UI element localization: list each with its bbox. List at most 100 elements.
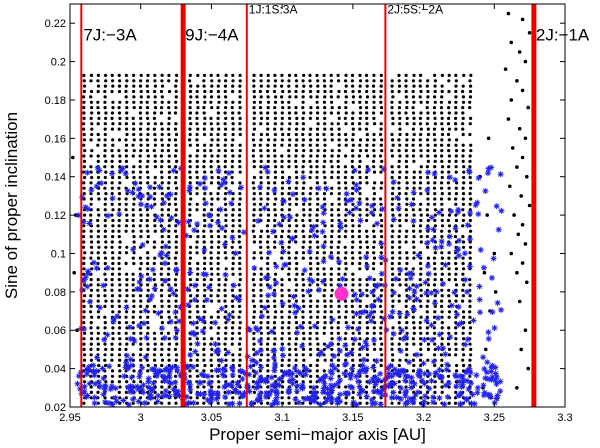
black-point	[89, 181, 93, 185]
black-point	[117, 106, 121, 110]
black-point	[203, 154, 207, 158]
black-point	[216, 159, 220, 163]
black-point	[433, 122, 437, 126]
black-point	[209, 251, 213, 255]
black-point	[344, 251, 348, 255]
black-point	[433, 272, 437, 276]
black-point	[202, 353, 206, 357]
black-point	[453, 401, 458, 405]
black-point	[132, 89, 136, 94]
black-point	[343, 89, 348, 94]
blue-star	[383, 326, 390, 333]
black-point	[301, 272, 305, 276]
black-point	[203, 224, 207, 228]
black-point	[167, 337, 171, 341]
black-point	[97, 197, 101, 201]
blue-star	[329, 362, 336, 369]
black-point	[454, 143, 458, 147]
black-point	[132, 165, 136, 169]
black-point	[294, 159, 298, 163]
blue-star	[190, 329, 197, 336]
black-point	[125, 288, 129, 292]
black-point	[131, 401, 135, 405]
black-point	[210, 202, 214, 206]
black-point	[125, 342, 129, 346]
blue-star	[368, 209, 375, 216]
black-point	[287, 186, 292, 190]
black-point	[273, 100, 278, 104]
black-point	[391, 353, 395, 357]
blue-star	[160, 373, 167, 380]
black-point	[433, 251, 437, 255]
black-point	[223, 149, 227, 153]
black-point	[103, 272, 107, 276]
blue-star	[163, 192, 170, 199]
black-point	[210, 208, 214, 212]
blue-star	[464, 288, 470, 295]
black-point	[365, 283, 369, 287]
black-point	[344, 106, 348, 110]
blue-star	[280, 198, 287, 205]
blue-star	[342, 390, 349, 397]
black-point	[96, 159, 100, 163]
black-point	[337, 181, 341, 185]
blue-star	[208, 396, 215, 403]
black-point	[188, 111, 193, 115]
black-point	[216, 294, 220, 298]
black-point	[351, 315, 355, 319]
black-point	[82, 111, 86, 115]
black-point	[323, 84, 327, 88]
black-point	[117, 380, 121, 384]
black-point	[323, 304, 327, 308]
black-point	[440, 315, 444, 319]
black-point	[372, 235, 376, 239]
black-point	[266, 353, 270, 357]
black-point	[287, 89, 291, 94]
black-point	[96, 235, 100, 239]
blue-star	[84, 283, 91, 290]
blue-star	[433, 370, 440, 377]
black-point	[316, 299, 320, 303]
black-point	[231, 127, 235, 131]
blue-star	[482, 375, 489, 382]
black-point	[132, 369, 136, 373]
black-point	[397, 79, 401, 83]
black-point	[252, 197, 256, 201]
blue-star	[339, 275, 346, 282]
black-point	[461, 122, 465, 126]
black-point	[294, 89, 298, 94]
black-point	[125, 175, 129, 180]
black-point	[344, 132, 348, 137]
black-point	[294, 321, 299, 325]
blue-star	[107, 386, 114, 393]
blue-star	[112, 385, 119, 392]
black-point	[124, 208, 128, 212]
black-point	[454, 218, 458, 223]
black-point	[153, 159, 157, 163]
black-point	[259, 229, 264, 233]
black-point	[323, 181, 327, 185]
blue-star	[232, 386, 239, 393]
black-point	[124, 299, 128, 303]
blue-star	[187, 269, 194, 276]
blue-star	[162, 277, 169, 284]
black-point	[111, 331, 115, 335]
black-point	[440, 138, 444, 142]
blue-star	[494, 299, 501, 306]
blue-star	[320, 385, 327, 392]
blue-star	[337, 377, 343, 384]
black-point	[202, 229, 206, 233]
black-point	[132, 79, 136, 83]
black-point	[411, 79, 415, 83]
blue-star	[105, 400, 112, 407]
black-point	[266, 310, 270, 314]
black-point	[358, 111, 363, 115]
black-point	[259, 202, 263, 206]
black-point	[252, 390, 256, 394]
blue-star	[271, 367, 278, 374]
blue-star	[291, 365, 298, 372]
black-point	[351, 116, 355, 120]
black-point	[259, 299, 263, 303]
black-point	[203, 192, 207, 196]
blue-star	[373, 378, 380, 385]
